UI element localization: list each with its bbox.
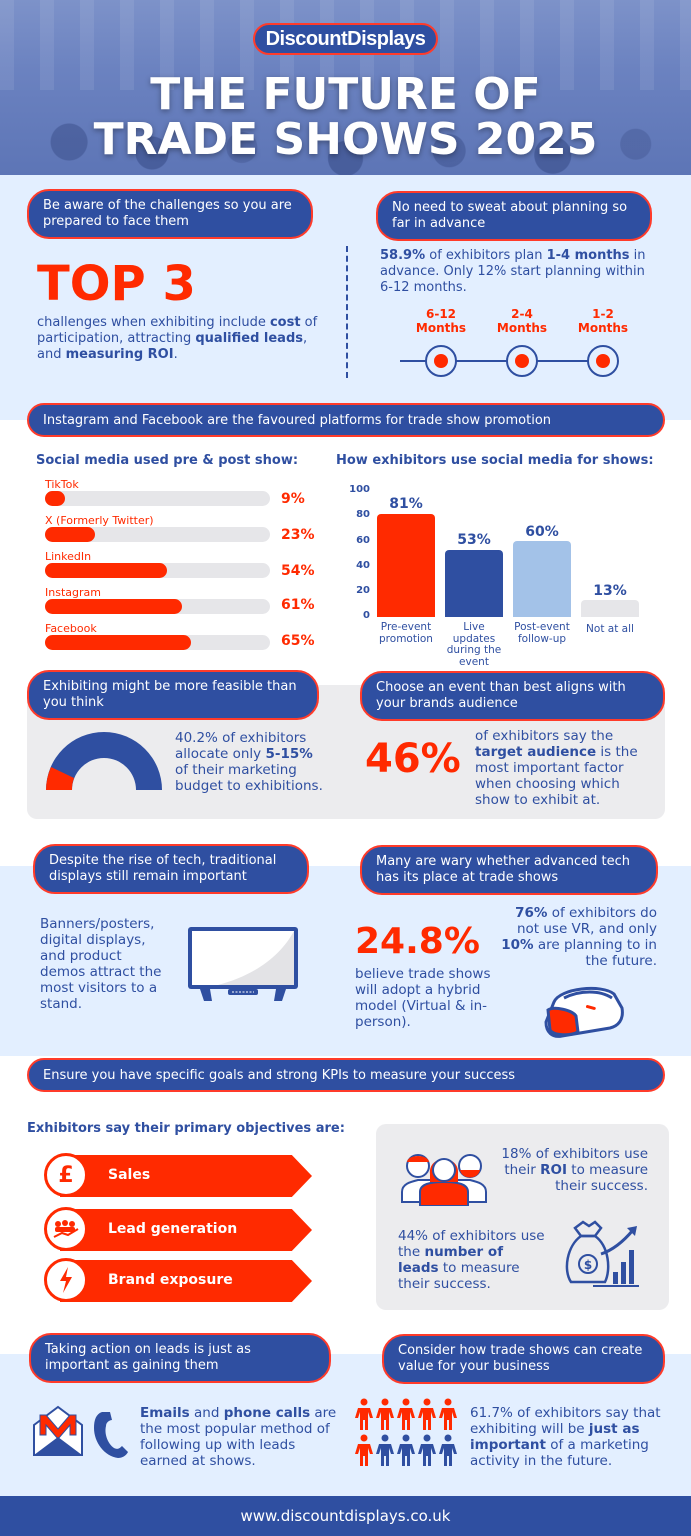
bar-track-facebook <box>45 635 270 650</box>
bar-track-tiktok <box>45 491 270 506</box>
bar-pre-event <box>377 514 435 617</box>
brand-logo[interactable]: DiscountDisplays <box>253 23 438 55</box>
bar-track-instagram <box>45 599 270 614</box>
timeline-label-1-2: 1-2 Months <box>577 307 629 335</box>
kpi-metrics-card <box>376 1124 669 1310</box>
hybrid-percent: 24.8% <box>355 921 480 962</box>
hero-background-crowd <box>0 65 691 175</box>
growth-people-icon <box>44 1207 88 1251</box>
objective-sales-arrow <box>60 1155 312 1197</box>
followup-pill: Taking action on leads is just as import… <box>29 1333 331 1383</box>
objective-brand-arrow <box>60 1260 312 1302</box>
bar-value-facebook: 65% <box>281 633 315 649</box>
social-right-heading: How exhibitors use social media for show… <box>336 453 654 468</box>
timeline-label-2-4: 2-4 Months <box>496 307 548 335</box>
bar-label-instagram: Instagram <box>45 586 101 599</box>
bar-live-updates <box>445 550 503 617</box>
hybrid-text: believe trade shows will adopt a hybrid … <box>355 966 491 1030</box>
pound-icon: £ <box>44 1153 88 1197</box>
bar-fill-linkedin <box>45 563 167 578</box>
y-tick-80: 80 <box>356 509 370 520</box>
bar-fill-tiktok <box>45 491 65 506</box>
x-label-pre-event: Pre-event promotion <box>379 621 433 645</box>
y-tick-0: 0 <box>363 610 370 621</box>
bar-value-live: 53% <box>457 532 491 548</box>
followup-text: Emails and phone calls are the most popu… <box>140 1405 337 1469</box>
tech-pill: Many are wary whether advanced tech has … <box>360 845 658 895</box>
y-tick-20: 20 <box>356 585 370 596</box>
bar-not-at-all <box>581 600 639 617</box>
feasible-pill: Exhibiting might be more feasible than y… <box>27 670 319 720</box>
timeline-label-6-12: 6-12 Months <box>415 307 467 335</box>
timeline-dot-icon <box>587 345 619 377</box>
bar-label-x: X (Formerly Twitter) <box>45 514 154 527</box>
lightning-icon <box>44 1258 88 1302</box>
footer-website-link[interactable]: www.discountdisplays.co.uk <box>240 1507 451 1525</box>
people-grid-icon <box>355 1398 457 1466</box>
value-pill: Consider how trade shows can create valu… <box>382 1334 665 1384</box>
bar-fill-facebook <box>45 635 191 650</box>
bar-track-linkedin <box>45 563 270 578</box>
social-left-heading: Social media used pre & post show: <box>36 453 299 468</box>
email-envelope-icon <box>33 1405 83 1456</box>
half-donut-chart-icon <box>46 732 162 790</box>
leads-text: 44% of exhibitors use the number of lead… <box>398 1228 545 1292</box>
bar-post-event <box>513 541 571 617</box>
divider-dashed <box>346 246 348 378</box>
bar-value-linkedin: 54% <box>281 563 315 579</box>
audience-percent: 46% <box>365 736 461 782</box>
roi-text: 18% of exhibitors use their ROI to measu… <box>501 1146 648 1194</box>
challenges-pill: Be aware of the challenges so you are pr… <box>27 189 313 239</box>
vr-text: 76% of exhibitors do not use VR, and onl… <box>501 905 657 969</box>
bar-track-x <box>45 527 270 542</box>
title-line-1: THE FUTURE OF <box>150 69 541 120</box>
bar-fill-x <box>45 527 95 542</box>
timeline-dot-icon <box>506 345 538 377</box>
objective-leads-arrow <box>60 1209 312 1251</box>
challenges-text: challenges when exhibiting include cost … <box>37 315 318 362</box>
bar-value-instagram: 61% <box>281 597 315 613</box>
objective-leads-label: Lead generation <box>108 1221 238 1237</box>
objective-brand-label: Brand exposure <box>108 1272 233 1288</box>
audience-pill: Choose an event than best aligns with yo… <box>360 671 665 721</box>
audience-text: of exhibitors say the target audience is… <box>475 728 638 808</box>
money-bag-growth-icon: $ <box>565 1220 639 1287</box>
objective-sales-label: Sales <box>108 1167 151 1183</box>
planning-pill: No need to sweat about planning so far i… <box>376 191 652 241</box>
vr-headset-icon <box>544 987 624 1038</box>
displays-pill: Despite the rise of tech, traditional di… <box>33 844 309 894</box>
y-tick-40: 40 <box>356 560 370 571</box>
phone-icon <box>94 1412 128 1458</box>
bar-value-x: 23% <box>281 527 315 543</box>
x-label-live: Live updates during the event <box>446 621 502 668</box>
x-label-not-at-all: Not at all <box>586 623 634 635</box>
bar-value-pre-event: 81% <box>389 496 423 512</box>
value-text: 61.7% of exhibitors say that exhibiting … <box>470 1405 661 1469</box>
top3-headline: TOP 3 <box>37 256 196 312</box>
title-line-2: TRADE SHOWS 2025 <box>93 114 598 165</box>
social-pill: Instagram and Facebook are the favoured … <box>27 403 665 437</box>
planning-text: 58.9% of exhibitors plan 1-4 months in a… <box>380 248 646 295</box>
bar-value-not-at-all: 13% <box>593 583 627 599</box>
bar-label-facebook: Facebook <box>45 622 97 635</box>
timeline-dot-icon <box>425 345 457 377</box>
bar-label-tiktok: TikTok <box>45 478 79 491</box>
bar-value-tiktok: 9% <box>281 491 305 507</box>
displays-text: Banners/posters, digital displays, and p… <box>40 916 162 1012</box>
svg-text:$: $ <box>584 1258 592 1272</box>
bar-fill-instagram <box>45 599 182 614</box>
kpi-pill: Ensure you have specific goals and stron… <box>27 1058 665 1092</box>
objectives-heading: Exhibitors say their primary objectives … <box>27 1121 345 1136</box>
bar-label-linkedin: LinkedIn <box>45 550 92 563</box>
team-people-icon <box>401 1154 487 1206</box>
feasible-text: 40.2% of exhibitors allocate only 5-15% … <box>175 730 323 794</box>
bar-value-post-event: 60% <box>525 524 559 540</box>
display-screen-icon <box>188 927 298 1001</box>
y-tick-60: 60 <box>356 535 370 546</box>
page-title: THE FUTURE OF TRADE SHOWS 2025 <box>0 72 691 162</box>
x-label-post-event: Post-event follow-up <box>514 621 570 645</box>
y-tick-100: 100 <box>349 484 370 495</box>
footer-bar: www.discountdisplays.co.uk <box>0 1496 691 1536</box>
